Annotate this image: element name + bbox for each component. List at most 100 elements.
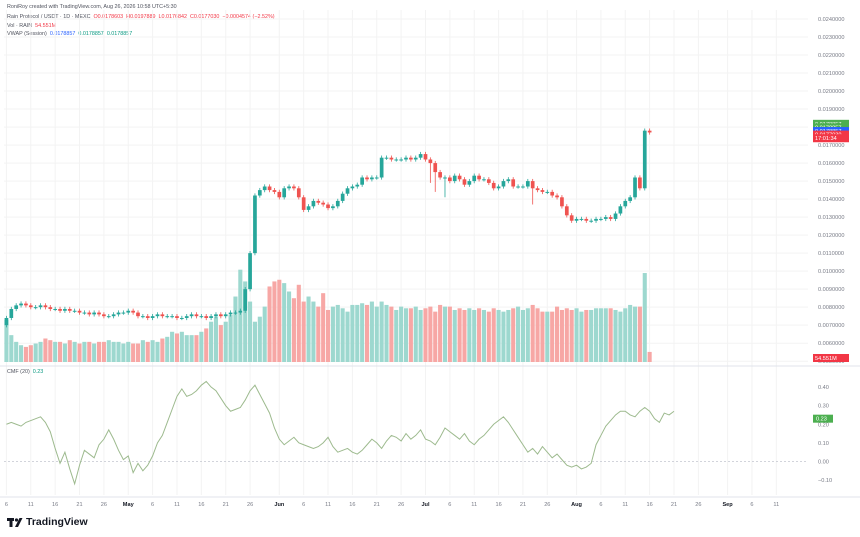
volume-bar — [199, 331, 204, 362]
volume-bar — [477, 308, 482, 362]
volume-bar — [121, 343, 126, 362]
candle — [389, 157, 394, 160]
volume-bar — [589, 309, 594, 362]
volume-bar — [179, 331, 184, 362]
cmf-legend-value: 0.23 — [32, 369, 44, 375]
price-tick-label: 0.0130000 — [818, 215, 844, 221]
tradingview-logo[interactable]: TradingView — [7, 516, 88, 528]
volume-bar — [511, 308, 516, 362]
time-tick-label: 16 — [495, 502, 501, 508]
change-value: −0.0004574 (−2.52%) — [222, 14, 275, 20]
high-value: H0.0197889 — [126, 14, 156, 20]
volume-bar — [209, 321, 214, 362]
volume-bar — [618, 311, 623, 362]
candle — [438, 172, 442, 178]
candle — [106, 316, 111, 318]
volume-bar — [525, 308, 530, 362]
candle — [642, 130, 647, 189]
volume-bar — [535, 308, 540, 362]
candles — [4, 128, 652, 328]
candle — [67, 308, 72, 311]
volume-bar — [4, 320, 9, 362]
volume-bar — [369, 301, 374, 362]
volume-bar — [579, 311, 584, 362]
time-tick-label: May — [123, 502, 135, 508]
price-tick-label: 0.0080000 — [818, 305, 844, 311]
time-tick-label: 6 — [448, 502, 451, 508]
volume-bar — [28, 345, 33, 362]
volume-bar — [350, 304, 355, 362]
volume-bar — [184, 335, 189, 362]
volume-bar — [399, 306, 404, 362]
volume-bar — [472, 309, 477, 362]
candle — [399, 159, 403, 161]
candle — [413, 157, 418, 160]
candle — [321, 202, 326, 205]
volume-bar — [291, 298, 296, 362]
candle — [516, 186, 520, 188]
price-tick-label: 0.0090000 — [818, 287, 844, 293]
candle — [599, 218, 603, 220]
candle — [628, 197, 632, 201]
volume-bar — [608, 308, 613, 362]
cmf-tick-label: 0.00 — [818, 459, 829, 465]
volume-bar — [67, 340, 72, 362]
volume-bar — [613, 309, 618, 362]
volume-bar — [316, 306, 321, 362]
time-tick-label: 11 — [28, 502, 34, 508]
candle — [131, 310, 135, 313]
candle — [116, 312, 121, 315]
candle — [199, 316, 204, 318]
candle — [14, 305, 19, 309]
vwap-value-2: 0.0178857 — [78, 31, 104, 37]
time-tick-label: 11 — [471, 502, 477, 508]
candle — [374, 177, 379, 179]
volume-bar — [325, 309, 331, 362]
time-tick-label: 26 — [544, 502, 550, 508]
candle — [379, 157, 384, 178]
time-tick-label: 16 — [198, 502, 204, 508]
candle — [501, 181, 506, 187]
volume-bar — [160, 338, 165, 362]
time-tick-label: 16 — [52, 502, 58, 508]
volume-bar — [218, 325, 223, 362]
volume-bar — [243, 281, 248, 362]
candle — [4, 317, 9, 326]
price-tick-label: 0.0060000 — [818, 341, 844, 347]
price-tick-label: 0.0140000 — [818, 197, 844, 203]
candle — [443, 177, 447, 179]
volume-bar — [53, 341, 58, 362]
price-tick-label: 0.0160000 — [818, 161, 844, 167]
volume-bar — [57, 341, 63, 362]
candle — [560, 197, 564, 207]
volume-bar — [496, 309, 501, 362]
volume-bar — [101, 341, 106, 362]
time-tick-label: Jul — [421, 502, 430, 508]
candle — [404, 157, 408, 160]
volume-bar — [306, 296, 311, 362]
volume-bar — [540, 311, 545, 362]
candle — [97, 312, 101, 315]
volume-bar — [632, 306, 638, 362]
candle — [145, 316, 150, 318]
volume-bar — [72, 341, 77, 362]
grid — [4, 10, 808, 495]
volume-bar — [257, 316, 262, 362]
candle — [613, 213, 618, 219]
candle — [72, 310, 77, 312]
volume-bar — [252, 321, 257, 362]
price-tick-label: 0.0230000 — [818, 35, 844, 41]
candle — [121, 312, 126, 314]
volume-bar — [491, 308, 496, 362]
cmf-legend: CMF (20) 0.23 — [7, 369, 43, 376]
cmf-tick-label: 0.40 — [818, 385, 829, 391]
candle — [194, 314, 199, 317]
time-tick-label: 11 — [174, 502, 180, 508]
volume-bar — [384, 304, 389, 362]
volume-bar — [248, 301, 253, 362]
vwap-legend-label: VWAP (Session) — [7, 31, 47, 37]
volume-bar — [150, 340, 155, 362]
volume-bar — [233, 296, 238, 362]
time-tick-label: 11 — [325, 502, 331, 508]
